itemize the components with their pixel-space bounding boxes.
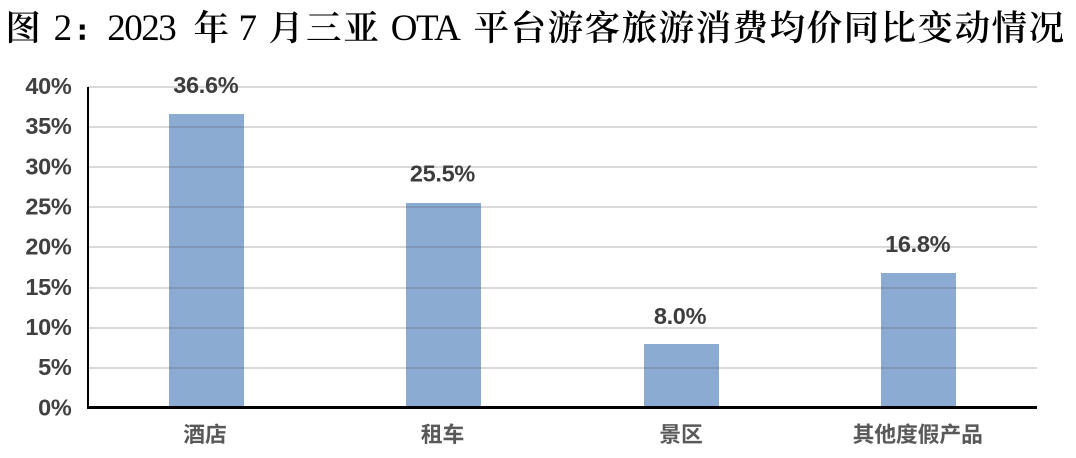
svg-text:8.0%: 8.0% bbox=[654, 303, 707, 329]
svg-text:30%: 30% bbox=[25, 153, 72, 179]
svg-text:2023: 2023 bbox=[107, 8, 176, 49]
svg-text:0%: 0% bbox=[38, 394, 72, 420]
svg-text:36.6%: 36.6% bbox=[173, 72, 239, 98]
svg-text:7: 7 bbox=[239, 8, 258, 49]
svg-text:25.5%: 25.5% bbox=[410, 161, 476, 187]
svg-text:5%: 5% bbox=[38, 354, 72, 380]
svg-text:40%: 40% bbox=[25, 73, 72, 99]
svg-text:OTA: OTA bbox=[391, 8, 461, 49]
svg-text:15%: 15% bbox=[25, 274, 72, 300]
svg-text:2: 2 bbox=[54, 8, 73, 49]
svg-text:35%: 35% bbox=[25, 113, 72, 139]
svg-text:16.8%: 16.8% bbox=[885, 231, 951, 257]
svg-text:25%: 25% bbox=[25, 193, 72, 219]
svg-text:10%: 10% bbox=[25, 314, 72, 340]
svg-text:20%: 20% bbox=[25, 234, 72, 260]
